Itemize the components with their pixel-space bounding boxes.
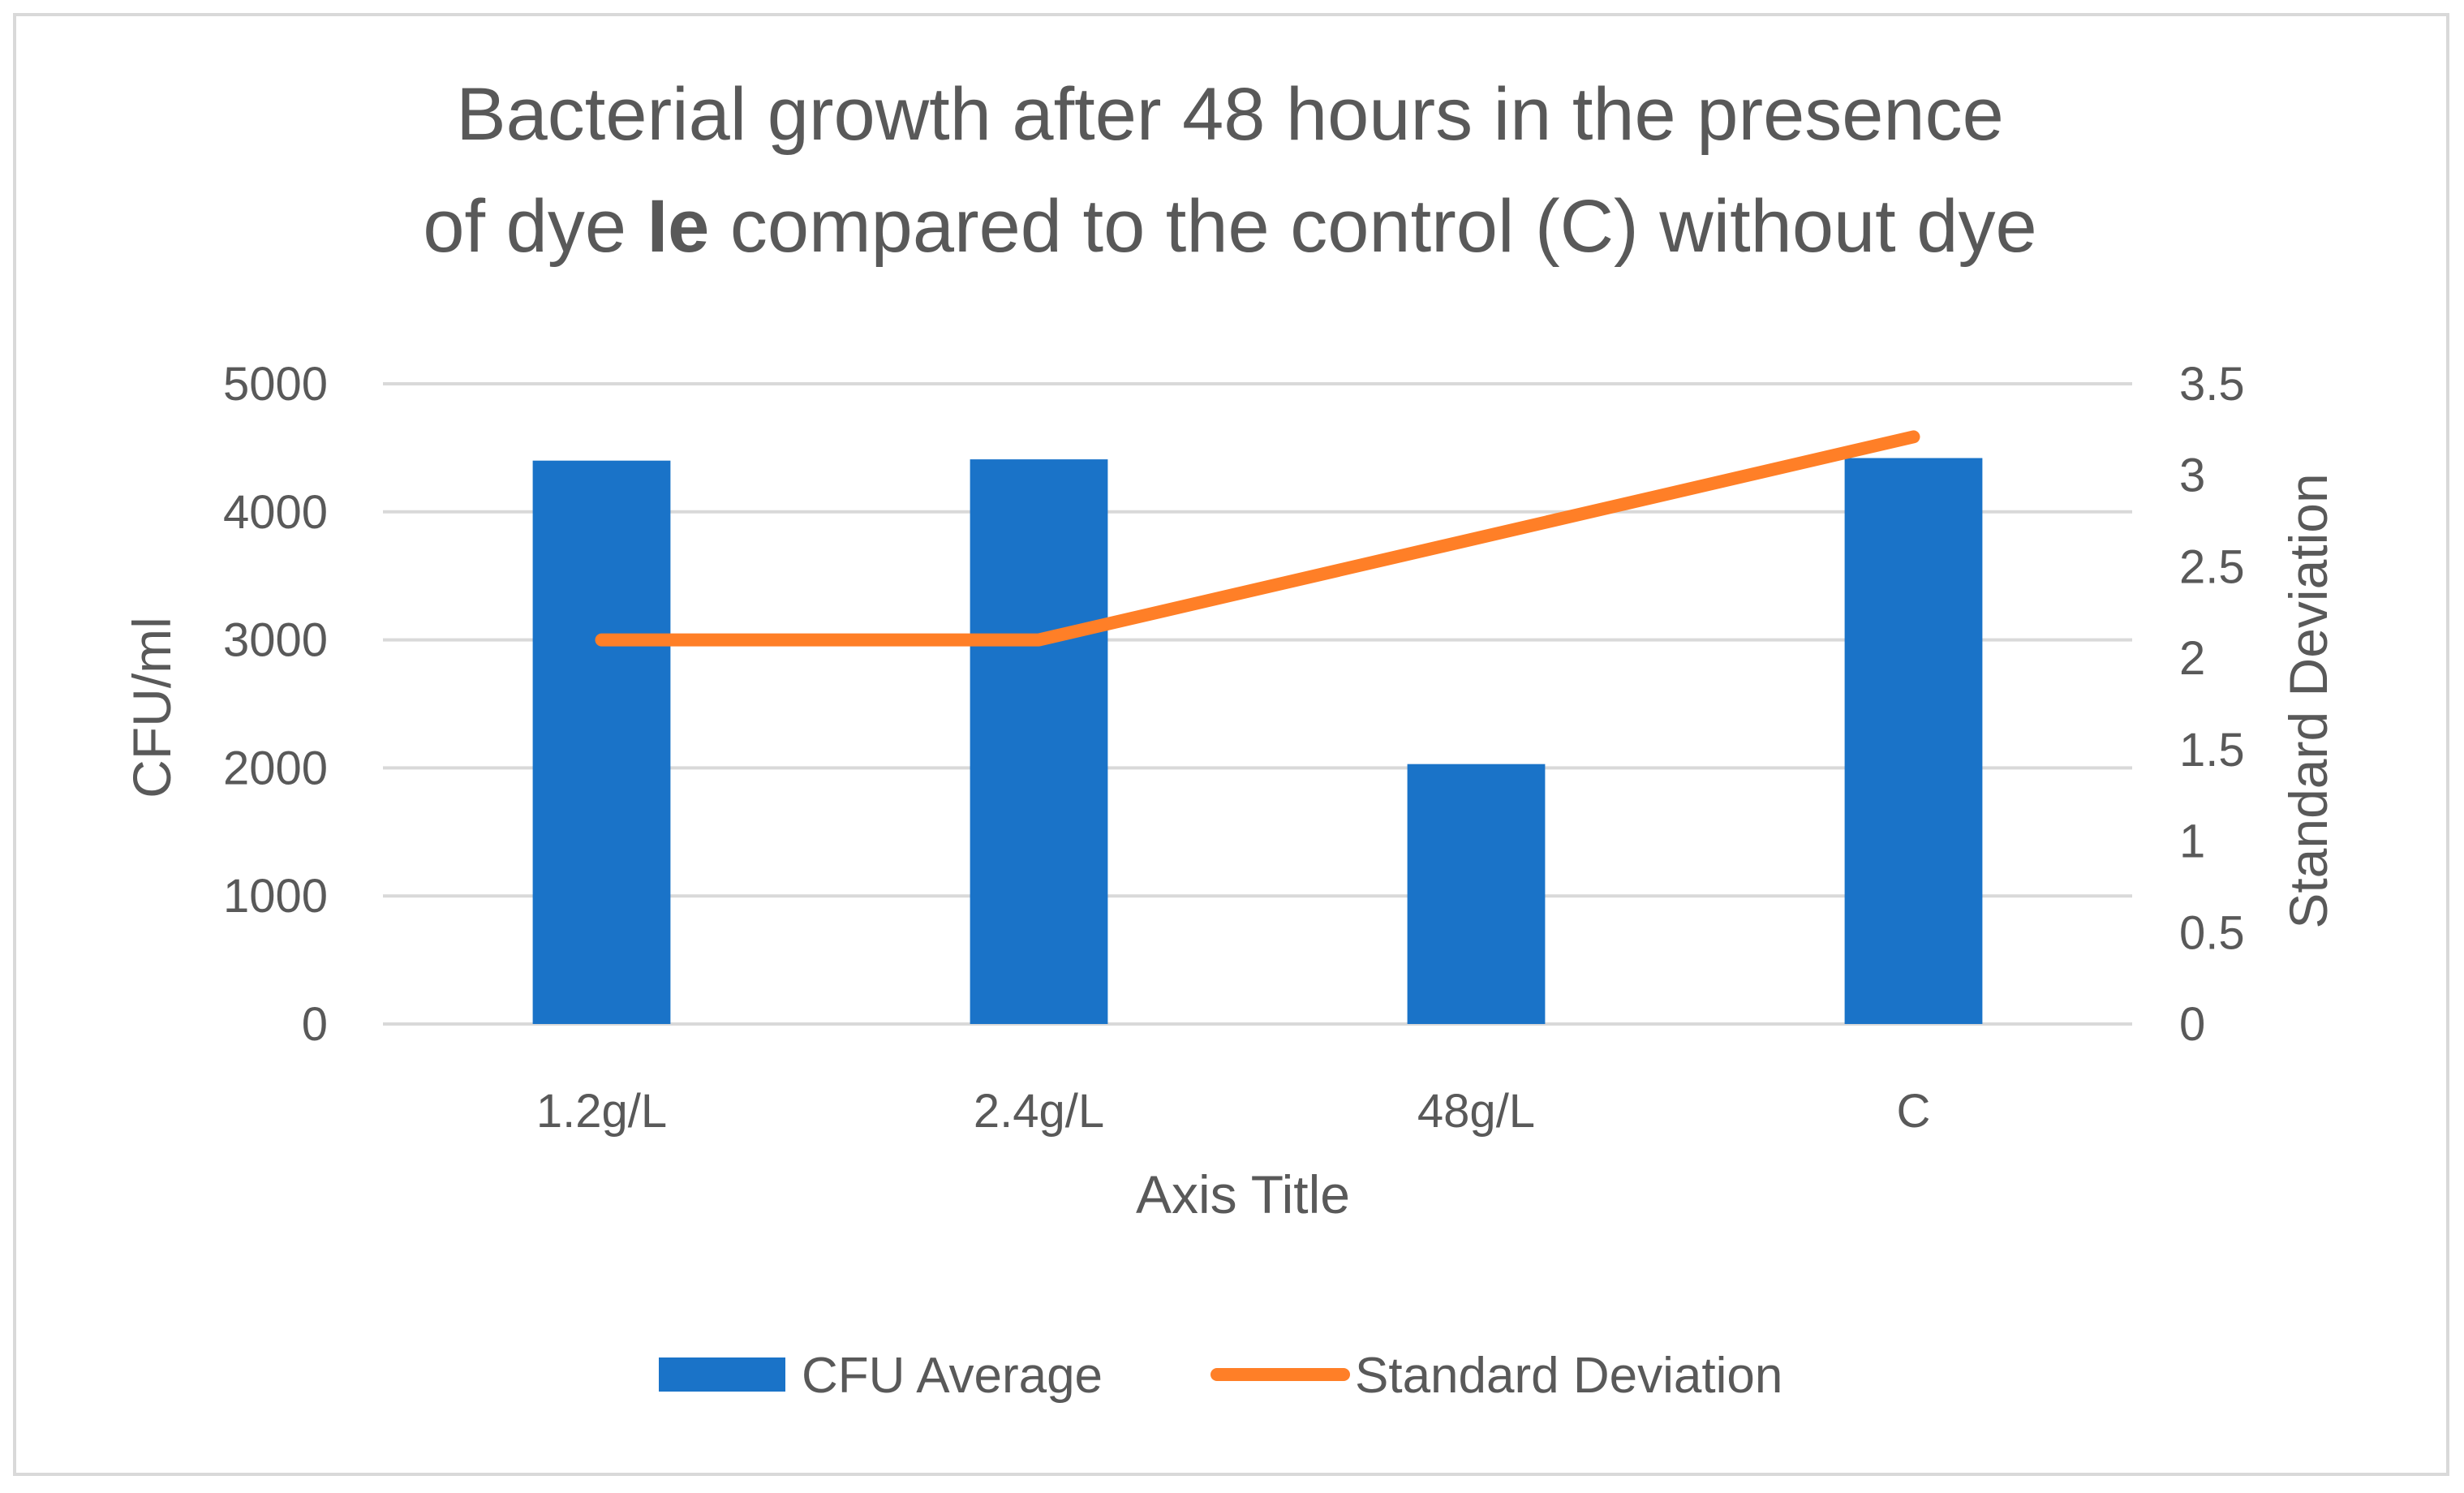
legend: CFU Average Standard Deviation xyxy=(659,1348,1782,1404)
x-axis-title: Axis Title xyxy=(1136,1164,1350,1224)
y2-tick-label-2: 2 xyxy=(2179,632,2205,685)
y-tick-label-3000: 3000 xyxy=(223,614,328,667)
y2-tick-label-3.5: 3.5 xyxy=(2179,358,2245,411)
bar-1.2g/L xyxy=(532,460,671,1024)
y-axis-title: CFU/ml xyxy=(122,617,182,798)
y2-tick-label-0.5: 0.5 xyxy=(2179,906,2245,959)
y2-tick-label-3: 3 xyxy=(2179,450,2205,502)
chart-title-line2: of dye Ie compared to the control (C) wi… xyxy=(423,185,2036,268)
y-tick-label-1000: 1000 xyxy=(223,870,328,923)
chart-frame: Bacterial growth after 48 hours in the p… xyxy=(13,13,2449,1476)
bar-2.4g/L xyxy=(970,459,1108,1024)
bars xyxy=(532,458,1983,1024)
x-tick-label-1.2g/L: 1.2g/L xyxy=(536,1085,667,1138)
bar-C xyxy=(1844,458,1983,1024)
chart-title-line2-part1: of dye xyxy=(423,185,647,268)
chart-title-line1: Bacterial growth after 48 hours in the p… xyxy=(456,73,2004,156)
chart-title-line2-part2: compared to the control (C) without dye xyxy=(709,185,2036,268)
y2-tick-label-1: 1 xyxy=(2179,815,2205,868)
std-dev-polyline xyxy=(595,430,1920,647)
y-tick-label-4000: 4000 xyxy=(223,486,328,539)
y-tick-label-2000: 2000 xyxy=(223,742,328,794)
legend-swatch-cfu-average xyxy=(659,1357,785,1392)
y2-tick-label-0: 0 xyxy=(2179,998,2205,1051)
std-dev-line xyxy=(595,430,1920,647)
legend-label-standard-deviation: Standard Deviation xyxy=(1355,1348,1782,1404)
chart-title-dye-name: Ie xyxy=(647,185,710,268)
x-axis-ticks: 1.2g/L 2.4g/L 48g/L C xyxy=(536,1085,1931,1138)
legend-label-cfu-average: CFU Average xyxy=(802,1348,1103,1404)
y-tick-label-5000: 5000 xyxy=(223,358,328,411)
x-tick-label-C: C xyxy=(1897,1085,1931,1138)
bar-48g/L xyxy=(1407,764,1546,1024)
x-tick-label-2.4g/L: 2.4g/L xyxy=(974,1085,1104,1138)
y-tick-label-0: 0 xyxy=(302,998,328,1051)
x-tick-label-48g/L: 48g/L xyxy=(1417,1085,1535,1138)
left-axis-ticks: 0 1000 2000 3000 4000 5000 xyxy=(223,358,328,1051)
chart-svg: Bacterial growth after 48 hours in the p… xyxy=(122,73,2338,1404)
y2-tick-label-2.5: 2.5 xyxy=(2179,540,2245,593)
y2-axis-title: Standard Deviation xyxy=(2278,473,2338,928)
right-axis-ticks: 0 0.5 1 1.5 2 2.5 3 3.5 xyxy=(2179,358,2245,1051)
y2-tick-label-1.5: 1.5 xyxy=(2179,724,2245,777)
